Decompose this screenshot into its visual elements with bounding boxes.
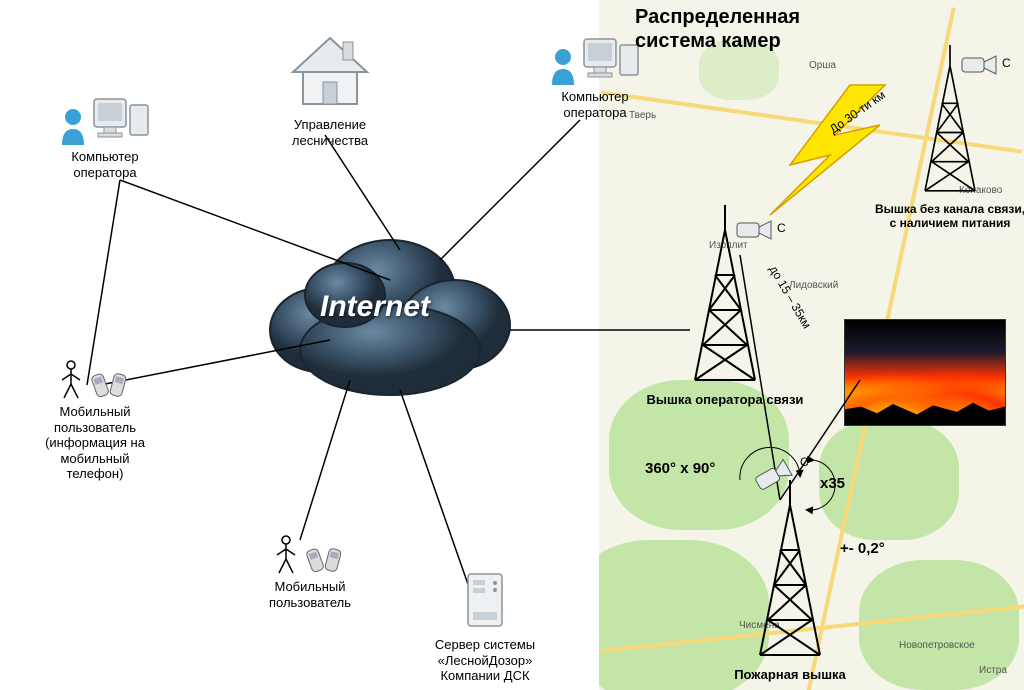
node-label: Компьютер оператора	[525, 89, 665, 120]
camera-tag: C	[800, 455, 809, 469]
cloud-label: Internet	[320, 290, 430, 324]
angle-label: 360° x 90°	[645, 460, 715, 477]
node-server: Сервер системы «ЛеснойДозор» Компании ДС…	[420, 570, 550, 684]
zoom-label: x35	[820, 475, 845, 492]
node-label: Вышка без канала связи, с наличием питан…	[870, 202, 1024, 231]
precision-label: +- 0,2°	[840, 540, 885, 557]
node-forestry: Управление лесничества	[260, 30, 400, 148]
node-operator-1: Компьютер оператора	[35, 95, 175, 180]
diagram-canvas: Тверь Орша Конаково Изоплит Новопетровск…	[0, 0, 1024, 690]
map-city: Новопетровское	[899, 640, 975, 651]
node-label: Сервер системы «ЛеснойДозор» Компании ДС…	[420, 637, 550, 684]
node-mobile-1: Мобильный пользователь (информация на мо…	[30, 360, 160, 482]
map-title: Распределенная система камер	[635, 5, 800, 53]
node-label: Мобильный пользователь (информация на мо…	[30, 404, 160, 482]
node-tower-fire: Пожарная вышка	[715, 480, 865, 683]
camera-icon: C	[960, 50, 1000, 85]
map-city: Орша	[809, 60, 836, 71]
map-city: Истра	[979, 665, 1007, 676]
node-label: Мобильный пользователь	[250, 579, 370, 610]
camera-icon: C	[735, 215, 775, 250]
node-label: Компьютер оператора	[35, 149, 175, 180]
node-tower-operator: Вышка оператора связи	[640, 205, 810, 408]
node-label: Пожарная вышка	[715, 667, 865, 683]
node-tower-no-channel: Вышка без канала связи, с наличием питан…	[870, 45, 1024, 231]
node-label: Вышка оператора связи	[640, 392, 810, 408]
node-label: Управление лесничества	[260, 117, 400, 148]
node-mobile-2: Мобильный пользователь	[250, 535, 370, 610]
